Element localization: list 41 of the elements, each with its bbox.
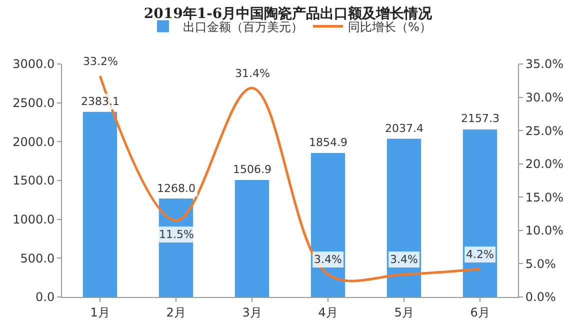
bar: [462, 129, 498, 297]
data-label: 2383.1: [81, 95, 120, 108]
bar: [82, 112, 118, 297]
y2-tick-label: 30.0%: [525, 90, 564, 104]
data-label: 2037.4: [385, 122, 424, 135]
data-label: 1854.9: [309, 136, 348, 149]
y-tick-label: 2500.0: [12, 96, 55, 110]
y-tick-label: 500.0: [20, 251, 55, 266]
data-label: 11.5%: [159, 228, 194, 241]
bar: [234, 180, 270, 297]
x-tick-label: 4月: [318, 305, 338, 320]
x-tick-label: 5月: [394, 305, 414, 320]
data-label: 33.2%: [83, 55, 118, 68]
y-tick-label: 3000.0: [12, 57, 55, 72]
y2-tick-label: 15.0%: [525, 190, 564, 204]
data-label: 3.4%: [314, 253, 342, 266]
data-label: 1268.0: [157, 182, 196, 195]
bar: [310, 152, 346, 297]
x-tick-label: 6月: [470, 305, 490, 320]
chart-title: 2019年1-6月中国陶瓷产品出口额及增长情况: [144, 4, 434, 22]
y-tick-label: 0.0: [36, 290, 55, 304]
y2-tick-label: 25.0%: [525, 124, 564, 138]
x-tick-label: 3月: [242, 305, 262, 320]
x-tick-label: 1月: [90, 305, 110, 320]
y-tick-label: 1500.0: [12, 174, 55, 188]
data-label: 2157.3: [461, 112, 500, 125]
data-label: 31.4%: [235, 67, 270, 80]
bar: [386, 138, 422, 297]
y-tick-label: 2000.0: [12, 134, 55, 149]
legend-label: 同比增长（%）: [348, 20, 432, 34]
data-label: 1506.9: [233, 163, 272, 176]
y2-tick-label: 35.0%: [525, 57, 564, 72]
y2-tick-label: 20.0%: [525, 157, 564, 172]
data-label: 3.4%: [390, 253, 418, 266]
y2-tick-label: 5.0%: [525, 256, 556, 271]
y2-tick-label: 10.0%: [525, 224, 564, 238]
y-tick-label: 1000.0: [12, 212, 55, 227]
data-label: 4.2%: [466, 248, 494, 261]
y2-tick-label: 0.0%: [525, 290, 556, 304]
legend-label: 出口金额（百万美元）: [183, 20, 303, 34]
x-tick-label: 2月: [166, 305, 186, 320]
